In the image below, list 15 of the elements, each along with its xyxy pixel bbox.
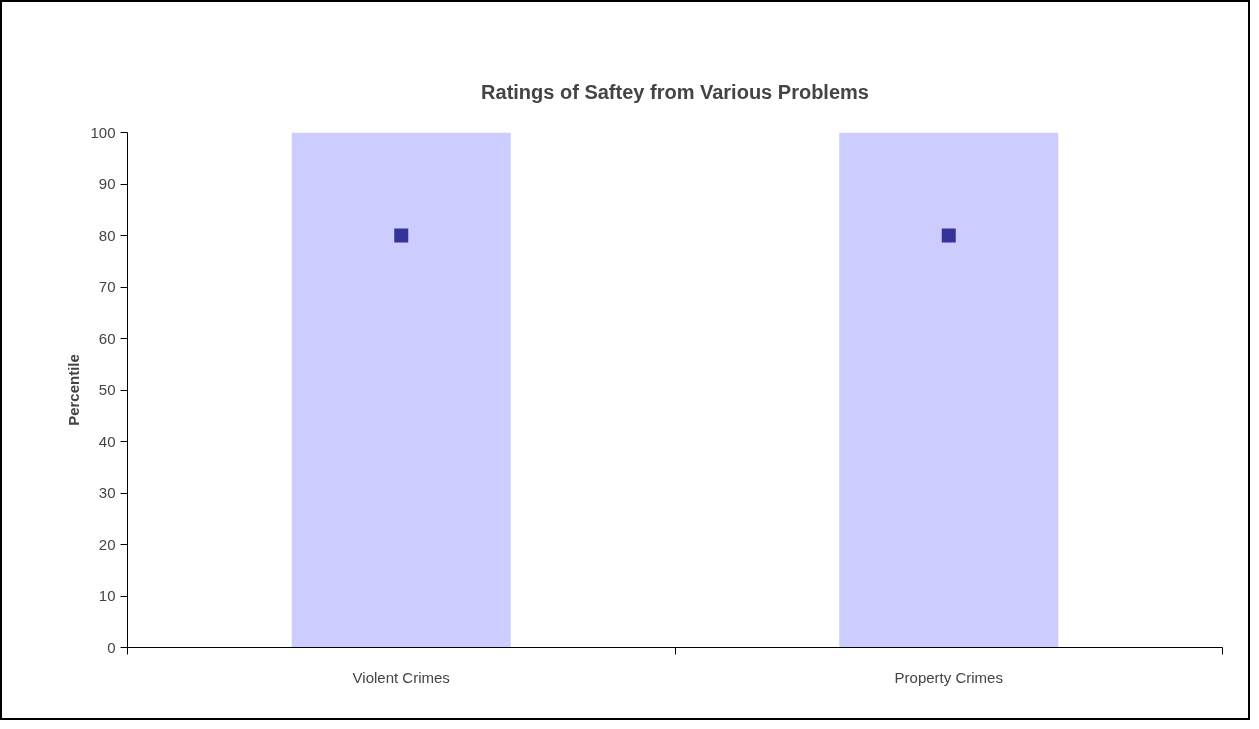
y-tick-label: 20 [98, 535, 116, 553]
y-tick-label: 40 [98, 432, 116, 450]
y-tick-label: 60 [98, 329, 116, 347]
y-tick-label: 10 [98, 587, 116, 604]
y-tick-label: 90 [98, 175, 116, 192]
y-tick-label: 50 [98, 381, 116, 398]
x-tick-label: Violent Crimes [352, 668, 450, 686]
y-tick-label: 30 [98, 484, 116, 501]
chart-title: Ratings of Saftey from Various Problems [481, 80, 869, 103]
y-tick-label: 0 [107, 638, 116, 656]
y-tick-label: 70 [98, 278, 116, 295]
y-tick-label: 80 [98, 226, 116, 244]
y-axis-title: Percentile [65, 354, 83, 426]
y-tick-label: 100 [90, 123, 116, 141]
x-tick-label: Property Crimes [894, 668, 1003, 686]
